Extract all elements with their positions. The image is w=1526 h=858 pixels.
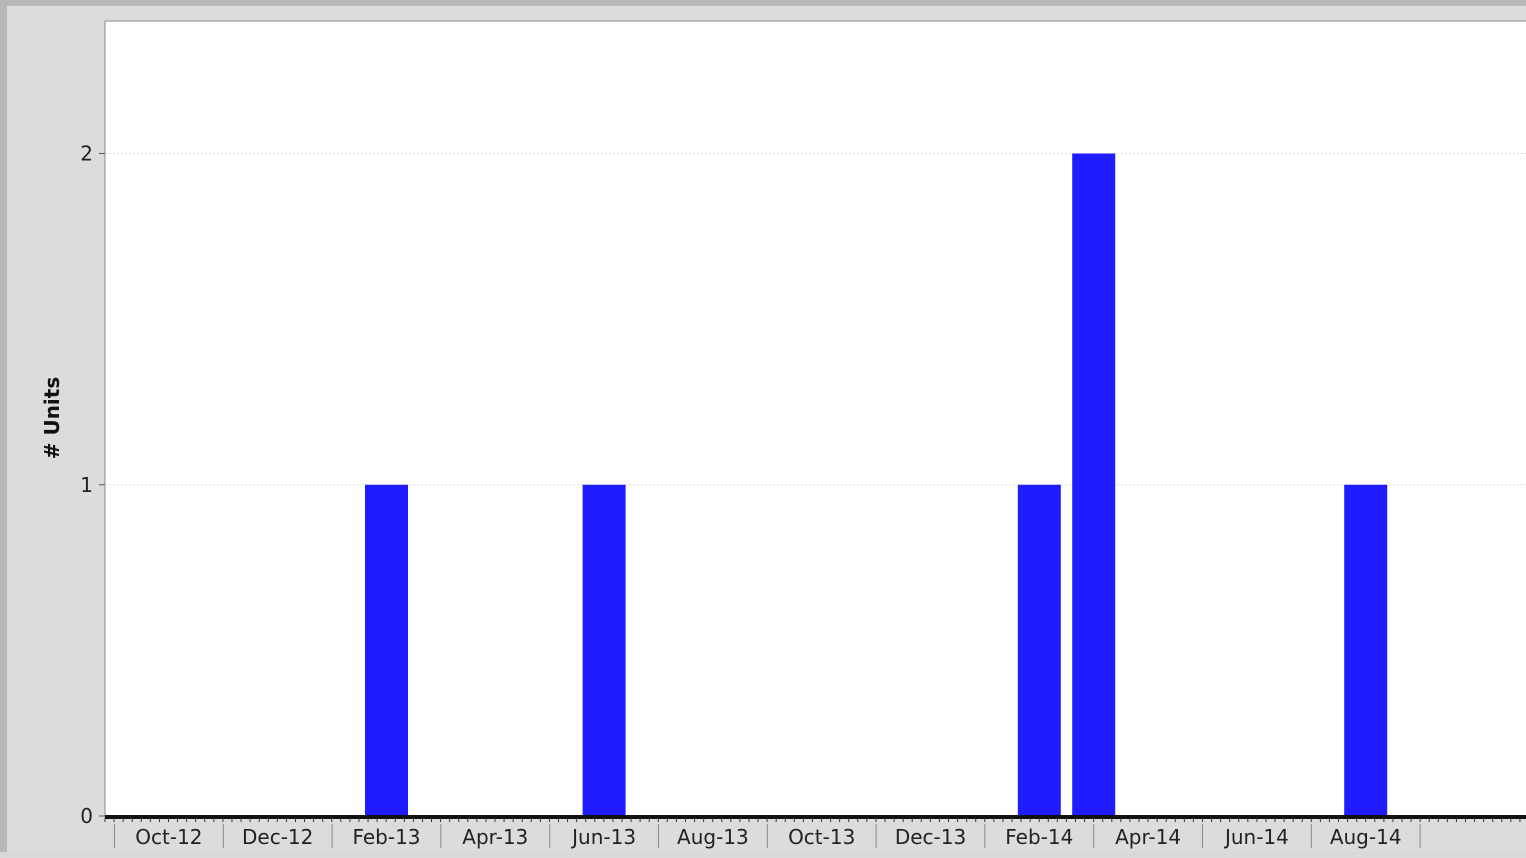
x-tick-label: Jun-14 [1223, 825, 1289, 849]
grid-lines [105, 153, 1526, 486]
y-axis: 0 1 2 [80, 142, 105, 828]
plot-area [104, 20, 1526, 817]
x-tick-label: Dec-12 [242, 825, 313, 849]
y-tick-label: 2 [80, 142, 93, 166]
x-tick-label: Oct-13 [788, 825, 855, 849]
bar-chart: 0 1 2 Oct-12 Dec-12 Feb-13 Apr-13 Jun-13 Aug-13… [40, 20, 1526, 849]
x-tick-label: Oct-12 [135, 825, 202, 849]
y-axis-title: # Units [40, 377, 64, 460]
bar-jun-13 [582, 484, 626, 816]
x-tick-label: Aug-14 [1330, 825, 1402, 849]
bar-aug-14 [1344, 484, 1388, 816]
bar-mar-14 [1072, 153, 1116, 816]
x-tick-label: Feb-14 [1005, 825, 1073, 849]
bars [365, 153, 1388, 816]
y-tick-label: 1 [80, 473, 93, 497]
x-tick-label: Apr-13 [462, 825, 528, 849]
x-tick-label: Feb-13 [352, 825, 420, 849]
x-tick-label: Dec-13 [895, 825, 966, 849]
x-tick-label: Jun-13 [570, 825, 636, 849]
bar-feb-13 [365, 484, 408, 816]
y-tick-label: 0 [80, 804, 93, 828]
bar-feb-14 [1017, 484, 1061, 816]
x-tick-label: Apr-14 [1115, 825, 1181, 849]
x-tick-label: Aug-13 [677, 825, 749, 849]
x-axis: Oct-12 Dec-12 Feb-13 Apr-13 Jun-13 Aug-13 Oct-… [104, 815, 1526, 849]
